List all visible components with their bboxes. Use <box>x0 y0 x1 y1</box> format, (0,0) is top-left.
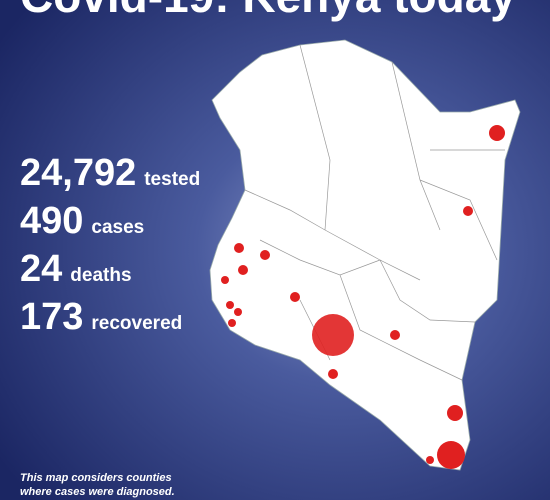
stat: 173 recovered <box>20 296 182 338</box>
stat: 490 cases <box>20 200 144 242</box>
stat-label: deaths <box>70 265 131 286</box>
stat-label: cases <box>91 217 144 238</box>
stats: 24,792 tested 490 cases 24 deaths 173 recovered <box>20 152 200 338</box>
note-line: where cases were diagnosed. <box>20 486 175 498</box>
stat-value: 24,792 <box>20 152 136 194</box>
stat-value: 24 <box>20 248 62 290</box>
stat: 24,792 tested <box>20 152 200 194</box>
stat: 24 deaths <box>20 248 132 290</box>
stat-label: recovered <box>91 313 182 334</box>
stat-value: 490 <box>20 200 83 242</box>
stat-label: tested <box>144 169 200 190</box>
case-dots <box>221 125 505 469</box>
note-line: This map considers counties <box>20 472 172 484</box>
kenya-map <box>209 39 521 471</box>
title: Covid-19: Kenya today <box>20 0 516 22</box>
stat-value: 173 <box>20 296 83 338</box>
